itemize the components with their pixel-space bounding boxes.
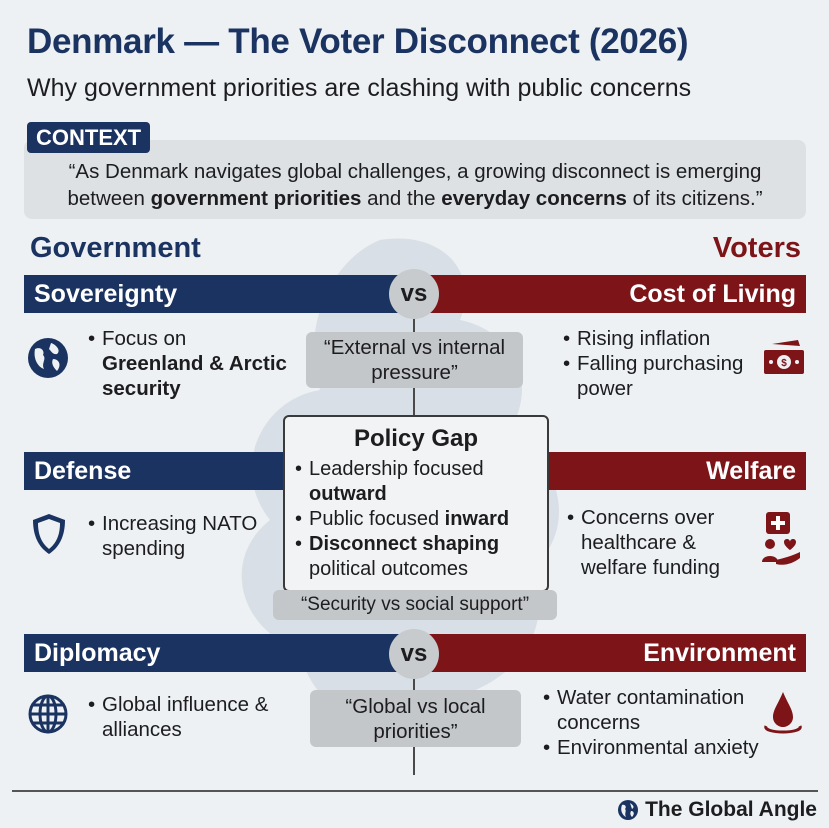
list-item: Concerns over healthcare & welfare fundi… — [567, 505, 747, 580]
shield-icon — [33, 514, 65, 554]
cost-of-living-bar: Cost of Living — [414, 275, 806, 313]
sovereignty-bar: Sovereignty — [24, 275, 414, 313]
list-item: Disconnect shaping political outcomes — [295, 532, 537, 582]
list-item: Environmental anxiety — [543, 735, 783, 760]
water-drop-icon — [764, 692, 802, 734]
policy-gap-box: Policy Gap Leadership focused outward Pu… — [283, 415, 549, 592]
list-item: Global influence & alliances — [88, 692, 288, 742]
welfare-items: Concerns over healthcare & welfare fundi… — [567, 505, 747, 580]
welfare-bar: Welfare — [546, 452, 806, 490]
policy-gap-items: Leadership focused outward Public focuse… — [295, 457, 537, 582]
list-item: Focus on Greenland & Arctic security — [88, 326, 298, 401]
healthcare-icon — [762, 512, 800, 565]
brand-name: The Global Angle — [645, 798, 817, 821]
svg-text:$: $ — [781, 358, 787, 369]
policy-gap-title: Policy Gap — [353, 425, 479, 452]
context-quote: “As Denmark navigates global challenges,… — [67, 160, 763, 210]
list-item: Rising inflation — [563, 326, 763, 351]
list-item: Leadership focused outward — [295, 457, 537, 507]
quote-external-internal: “External vs internal pressure” — [306, 332, 523, 388]
globe-icon — [618, 800, 639, 820]
context-badge: CONTEXT — [27, 122, 151, 153]
vs-badge: vs — [389, 629, 439, 679]
footer-divider — [12, 790, 818, 792]
environment-bar: Environment — [414, 634, 806, 672]
quote-global-local: “Global vs local priorities” — [310, 690, 521, 747]
page-title: Denmark — The Voter Disconnect (2026) — [27, 22, 689, 61]
defense-bar: Defense — [24, 452, 286, 490]
list-item: Increasing NATO spending — [88, 511, 288, 561]
quote-security-social: “Security vs social support” — [273, 590, 557, 620]
money-icon: $ — [764, 340, 804, 374]
defense-items: Increasing NATO spending — [88, 511, 288, 561]
footer-brand: The Global Angle — [617, 798, 817, 822]
cost-of-living-items: Rising inflation Falling purchasing powe… — [563, 326, 763, 401]
globe-icon — [28, 338, 68, 378]
government-heading: Government — [30, 232, 201, 264]
context-box — [24, 140, 806, 219]
vs-badge: vs — [389, 269, 439, 319]
voters-heading: Voters — [712, 232, 801, 264]
diplomacy-bar: Diplomacy — [24, 634, 414, 672]
list-item: Public focused inward — [295, 507, 537, 532]
page-subtitle: Why government priorities are clashing w… — [27, 74, 692, 102]
diplomacy-items: Global influence & alliances — [88, 692, 288, 742]
list-item: Falling purchasing power — [563, 351, 763, 401]
sovereignty-items: Focus on Greenland & Arctic security — [88, 326, 298, 401]
list-item: Water contamination concerns — [543, 685, 783, 735]
globe-grid-icon — [28, 694, 68, 734]
environment-items: Water contamination concerns Environment… — [543, 685, 783, 760]
